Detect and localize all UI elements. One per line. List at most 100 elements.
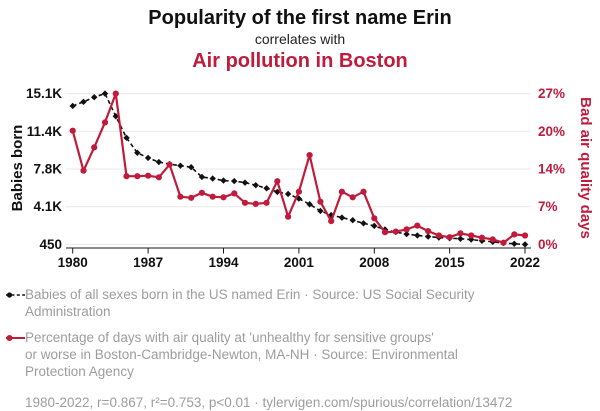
- air-quality-data-point: [306, 152, 313, 159]
- black-dashed-series-marker-icon: [6, 292, 25, 298]
- erin-data-point: [91, 94, 98, 101]
- left-axis-title: Babies born: [9, 124, 26, 212]
- air-quality-data-point: [328, 218, 335, 225]
- erin-data-point: [252, 182, 259, 189]
- air-quality-data-point: [155, 174, 162, 181]
- x-tick-label: 1980: [58, 255, 88, 270]
- air-quality-data-point: [263, 199, 270, 206]
- air-quality-data-point: [241, 199, 249, 206]
- air-quality-data-point: [414, 222, 421, 229]
- erin-data-point: [414, 232, 421, 239]
- air-quality-data-point: [285, 213, 292, 220]
- erin-data-point: [155, 158, 163, 166]
- air-quality-data-point: [521, 232, 529, 239]
- air-quality-data-point: [295, 188, 302, 195]
- erin-data-point: [371, 222, 378, 230]
- x-tick-label: 2015: [435, 255, 466, 270]
- air-quality-data-point: [403, 226, 410, 233]
- air-quality-data-point: [489, 236, 496, 243]
- air-quality-data-point: [220, 194, 227, 201]
- right-y-tick-label: 20%: [538, 124, 565, 139]
- air-quality-data-point: [338, 188, 345, 195]
- erin-data-point: [338, 214, 346, 221]
- legend-text-line: Administration: [25, 304, 111, 319]
- right-axis-title: Bad air quality days: [577, 97, 594, 239]
- left-y-tick-label: 4.1K: [33, 199, 62, 214]
- erin-data-point: [231, 177, 238, 185]
- erin-data-point: [209, 175, 216, 182]
- erin-data-point: [187, 163, 195, 171]
- air-quality-data-point: [69, 127, 76, 134]
- x-tick-label: 2001: [284, 255, 315, 270]
- air-quality-data-point: [188, 194, 195, 201]
- erin-data-point: [511, 240, 518, 247]
- air-quality-data-point: [446, 234, 453, 241]
- right-y-tick-label: 14%: [538, 162, 565, 177]
- chart-header: Popularity of the first name Erin correl…: [0, 6, 600, 74]
- x-tick-label: 2022: [510, 255, 540, 270]
- x-tick-label: 2008: [359, 255, 390, 270]
- air-quality-data-point: [80, 167, 87, 174]
- air-quality-data-point: [511, 231, 518, 238]
- chart-footer: Babies of all sexes born in the US named…: [6, 286, 581, 411]
- erin-data-point: [349, 217, 356, 224]
- air-quality-data-point: [371, 215, 378, 222]
- legend-text-line: Percentage of days with air quality at '…: [25, 330, 434, 345]
- page-title: Popularity of the first name Erin: [148, 7, 452, 29]
- x-tick-label: 1994: [208, 255, 239, 270]
- air-quality-data-point: [101, 119, 109, 126]
- erin-data-point: [177, 162, 184, 169]
- air-quality-data-point: [209, 193, 216, 200]
- legend-text-erin: Babies of all sexes born in the US named…: [25, 286, 474, 320]
- air-quality-data-point: [252, 200, 259, 207]
- legend-text-line: Babies of all sexes born in the US named…: [25, 287, 475, 302]
- erin-data-point: [101, 90, 109, 97]
- air-quality-data-point: [198, 189, 205, 196]
- air-quality-data-point: [500, 239, 507, 246]
- erin-data-point: [198, 173, 206, 181]
- left-y-tick-label: 11.4K: [27, 124, 63, 139]
- air-quality-data-point: [468, 232, 475, 239]
- erin-data-point: [317, 207, 324, 215]
- air-quality-data-point: [112, 90, 119, 97]
- correlates-with-text: correlates with: [254, 31, 346, 47]
- stats-citation-line: 1980-2022, r=0.867, r²=0.753, p<0.01 · t…: [25, 395, 513, 410]
- legend-text-line: or worse in Boston-Cambridge-Newton, MA-…: [25, 347, 458, 362]
- left-y-tick-label: 7.8K: [33, 162, 62, 177]
- erin-data-point: [112, 113, 119, 120]
- air-quality-data-point: [123, 173, 130, 180]
- air-quality-data-point: [177, 193, 184, 200]
- erin-data-point: [284, 190, 292, 198]
- air-quality-data-point: [425, 228, 432, 235]
- left-y-tick-label: 15.1K: [26, 86, 62, 101]
- erin-data-point: [306, 201, 313, 208]
- erin-data-point: [69, 102, 76, 110]
- air-quality-data-point: [145, 172, 152, 179]
- legend-text-line: Protection Agency: [25, 364, 134, 379]
- air-quality-data-point: [166, 161, 173, 168]
- erin-data-point: [274, 188, 281, 196]
- right-y-tick-label: 0%: [538, 237, 558, 252]
- erin-data-point: [134, 149, 141, 156]
- air-quality-data-point: [360, 188, 367, 195]
- erin-data-point: [80, 98, 87, 106]
- right-y-tick-label: 27%: [538, 86, 565, 101]
- air-quality-data-point: [317, 198, 324, 205]
- erin-data-point: [123, 134, 130, 142]
- air-quality-data-point: [392, 228, 399, 235]
- erin-data-point: [360, 220, 367, 227]
- erin-data-point: [424, 233, 432, 240]
- air-quality-data-point: [274, 178, 281, 185]
- erin-data-point: [144, 154, 152, 162]
- x-tick-label: 1987: [133, 255, 163, 270]
- legend-item-air-quality: Percentage of days with air quality at '…: [6, 329, 581, 380]
- erin-data-point: [403, 230, 410, 238]
- legend-text-air-quality: Percentage of days with air quality at '…: [25, 329, 458, 380]
- erin-data-point: [457, 235, 464, 242]
- air-quality-data-point: [457, 230, 464, 237]
- red-solid-series-marker-icon: [6, 335, 25, 341]
- left-y-tick-label: 450: [39, 237, 62, 252]
- erin-data-point: [220, 177, 227, 184]
